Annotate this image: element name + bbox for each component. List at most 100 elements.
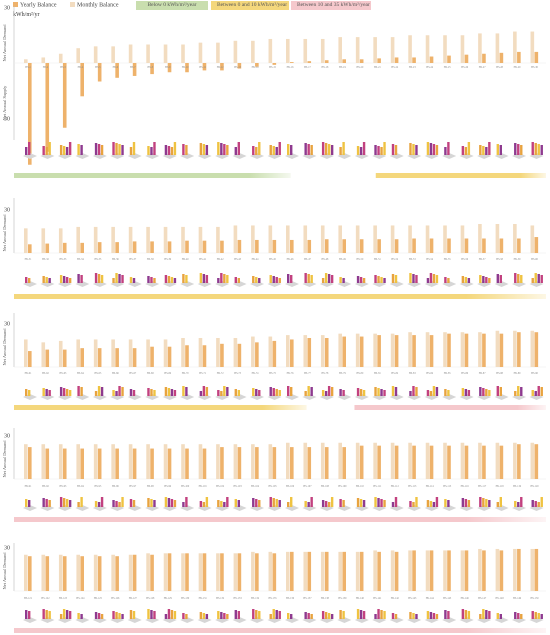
category-label: HS-12 [217, 66, 224, 69]
yearly-bar [150, 63, 154, 75]
category-label: HS-49 [339, 258, 346, 261]
yearly-bar [237, 553, 242, 591]
monthly-bar [286, 442, 290, 479]
massing-block [409, 391, 412, 396]
massing-block [342, 611, 345, 619]
yearly-bar [115, 63, 119, 78]
massing-block [444, 499, 447, 507]
category-label: HS-102 [216, 485, 225, 488]
massing-block [409, 143, 412, 155]
massing-block [488, 142, 491, 155]
monthly-bar [76, 48, 80, 63]
massing-block [482, 609, 485, 619]
massing-block [129, 147, 133, 155]
massing-block [327, 144, 331, 155]
monthly-bar [443, 442, 447, 479]
massing-block [377, 146, 380, 155]
massing-block [339, 610, 342, 619]
massing-block [342, 142, 345, 155]
massing-block [118, 502, 121, 507]
massing-block [255, 277, 258, 283]
massing-block [534, 501, 537, 507]
massing-block [499, 275, 502, 283]
category-label: HS-64 [77, 372, 84, 375]
massing-block [65, 389, 69, 396]
monthly-bar [513, 330, 517, 367]
massing-block [42, 276, 45, 283]
monthly-bar [128, 554, 133, 591]
category-label: HS-140 [356, 597, 365, 600]
massing-block [220, 273, 223, 283]
yearly-bar [447, 55, 451, 63]
massing-block [514, 391, 517, 396]
massing-block [252, 146, 255, 155]
monthly-bar [495, 330, 500, 367]
category-label: HS-51 [374, 258, 381, 261]
yearly-bar [272, 340, 277, 367]
massing-block [278, 142, 281, 155]
monthly-bar [338, 333, 342, 367]
massing-block [68, 278, 72, 283]
massing-block [426, 500, 430, 507]
massing-block [25, 389, 28, 396]
massing-block [290, 387, 293, 396]
monthly-bar [251, 336, 255, 367]
yearly-bar [80, 556, 84, 591]
category-label: HS-131 [199, 597, 208, 600]
massing-block [531, 142, 534, 155]
massing-block [147, 498, 150, 507]
massing-block [447, 278, 450, 283]
massing-block [275, 277, 278, 283]
yearly-bar [150, 448, 154, 479]
massing-block [432, 386, 436, 396]
massing-block [62, 498, 66, 507]
massing-block [77, 386, 80, 396]
yearly-bar [499, 52, 504, 63]
massing-block [182, 386, 185, 396]
massing-block [287, 613, 290, 619]
monthly-bar [303, 551, 308, 591]
monthly-bar [146, 553, 150, 591]
massing-block [94, 391, 98, 396]
yearly-bar [290, 62, 294, 63]
massing-block [278, 278, 281, 283]
yearly-bar [429, 335, 434, 367]
yearly-bar [185, 553, 189, 591]
massing-block [517, 144, 520, 155]
massing-block [185, 614, 188, 619]
monthly-bar [41, 554, 46, 591]
massing-block [531, 390, 534, 396]
massing-block [62, 609, 66, 619]
massing-block [520, 614, 523, 619]
category-label: HS-4 [78, 66, 84, 69]
massing-block [170, 610, 174, 619]
massing-block [223, 386, 226, 396]
massing-block [28, 278, 31, 283]
massing-block [380, 499, 383, 507]
yearly-swatch [13, 2, 18, 7]
massing-block [272, 609, 275, 619]
massing-block [258, 142, 261, 155]
massing-block [234, 389, 237, 396]
yearly-bar [290, 447, 294, 479]
massing-block [359, 389, 363, 396]
category-label: HS-136 [286, 597, 295, 600]
massing-block [435, 614, 439, 619]
monthly-bar [163, 44, 168, 63]
category-label: HS-134 [251, 597, 260, 600]
yearly-bar [132, 241, 137, 253]
massing-block [520, 387, 523, 396]
massing-block [223, 144, 226, 155]
massing-block [185, 497, 188, 507]
monthly-bar [181, 444, 185, 479]
category-label: HS-120 [530, 485, 539, 488]
category-label: HS-40 [182, 258, 189, 261]
massing-block [173, 390, 177, 396]
yearly-bar [62, 242, 67, 253]
massing-block [97, 274, 101, 283]
massing-block [342, 278, 345, 283]
massing-block [479, 497, 482, 507]
massing-block [482, 146, 485, 155]
category-label: HS-36 [112, 258, 119, 261]
massing-block [226, 387, 229, 396]
